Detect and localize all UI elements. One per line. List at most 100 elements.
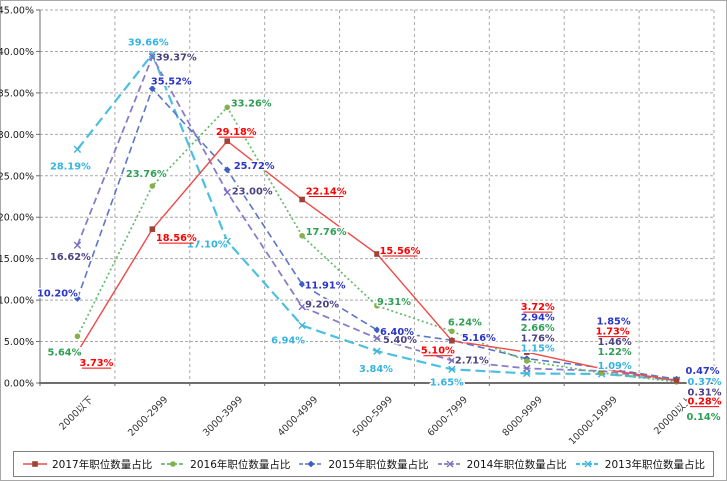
data-label: 5.10%: [421, 346, 455, 357]
data-label: 0.31%: [688, 387, 722, 398]
data-point-marker: [523, 364, 531, 373]
legend-item-series-2: 2015年职位数量占比: [298, 457, 429, 472]
data-point-marker: [373, 326, 381, 334]
data-label: 0.37%: [688, 377, 722, 388]
data-label: 6.40%: [380, 327, 414, 338]
y-tick-label: 30.00%: [0, 130, 34, 141]
data-point-marker: [149, 183, 156, 189]
data-point-marker: [448, 356, 456, 365]
data-label: 1.46%: [598, 337, 632, 348]
data-point-marker: [74, 333, 81, 340]
data-point-marker: [73, 145, 82, 154]
data-label: 18.56%: [156, 233, 197, 244]
data-point-marker: [299, 196, 305, 203]
y-axis-tick-labels: 0.00% 5.00% 10.00% 15.00% 20.00% 25.00% 30.00%…: [0, 6, 34, 390]
data-label: 1.76%: [521, 333, 555, 344]
data-label: 2.71%: [455, 356, 489, 367]
data-point-marker: [448, 365, 456, 374]
legend-label: 2013年职位数量占比: [604, 458, 706, 471]
series-line-0: [74, 138, 680, 384]
legend-marker-icon: [161, 461, 186, 467]
data-point-marker: [298, 321, 306, 330]
data-label: 17.10%: [187, 239, 228, 250]
data-point-marker: [223, 237, 231, 245]
legend-marker-icon: [299, 460, 324, 468]
data-label: 23.76%: [126, 169, 167, 180]
legend-label: 2016年职位数量占比: [190, 458, 291, 471]
data-point-marker: [148, 52, 157, 61]
data-label: 5.40%: [383, 335, 417, 346]
data-point-marker: [374, 251, 380, 257]
data-point-marker: [373, 334, 381, 342]
legend-marker-icon: [575, 460, 600, 468]
data-point-marker: [598, 370, 605, 376]
data-label: 1.22%: [598, 347, 632, 358]
legend-label: 2014年职位数量占比: [466, 458, 567, 471]
data-label: 5.64%: [47, 347, 81, 358]
data-point-marker: [74, 295, 81, 302]
data-point-marker: [224, 138, 231, 144]
y-tick-label: 20.00%: [0, 213, 34, 224]
data-point-marker: [148, 85, 156, 92]
data-point-marker: [298, 303, 306, 311]
series-data-labels-0: 3.73% 18.56% 29.18% 22.14% 15.56% 5.10% 3.72% 1…: [78, 126, 723, 410]
data-point-marker: [299, 232, 305, 239]
data-point-marker: [298, 280, 306, 288]
data-label: 39.66%: [128, 37, 169, 48]
data-label: 16.62%: [50, 252, 91, 263]
data-label: 6.94%: [271, 335, 305, 346]
y-tick-label: 35.00%: [0, 88, 34, 99]
y-tick-label: 10.00%: [0, 296, 34, 307]
data-label: 39.37%: [156, 53, 197, 64]
data-label: 10.20%: [37, 288, 78, 299]
data-label: 0.14%: [687, 412, 721, 423]
data-label: 6.24%: [448, 317, 482, 328]
legend-label: 2017年职位数量占比: [51, 458, 153, 471]
legend-marker-icon: [437, 460, 462, 468]
data-label: 23.00%: [232, 186, 273, 197]
data-label: 15.56%: [380, 246, 421, 257]
series-data-labels-4: 28.19%39.66%17.10%6.94%3.84%1.65%1.15%1.…: [49, 36, 724, 390]
series-data-labels-2: 10.20% 35.52% 25.72% 11.91% 6.40% 5.16% 2.94% 1…: [36, 75, 722, 379]
data-label: 17.76%: [306, 227, 347, 238]
data-point-marker: [373, 347, 381, 355]
data-label: 1.15%: [521, 343, 555, 354]
data-point-marker: [374, 303, 380, 309]
y-tick-label: 40.00%: [0, 47, 34, 58]
data-label: 11.91%: [305, 280, 346, 291]
legend-marker-icon: [22, 461, 47, 467]
data-label: 0.28%: [688, 397, 722, 408]
data-label: 9.20%: [305, 300, 339, 311]
data-point-marker: [673, 377, 680, 384]
data-label: 33.26%: [231, 98, 272, 109]
data-point-marker: [149, 226, 156, 232]
data-point-marker: [598, 365, 605, 372]
y-tick-label: 45.00%: [0, 6, 34, 17]
data-point-marker: [523, 349, 530, 355]
legend-item-series-3: 2014年职位数量占比: [437, 457, 567, 472]
data-label: 9.31%: [377, 297, 411, 308]
y-tick-label: 5.00%: [4, 337, 34, 348]
data-point-marker: [223, 166, 231, 174]
data-label: 2.66%: [521, 323, 555, 334]
data-label: 28.19%: [50, 161, 91, 172]
data-label: 1.09%: [598, 361, 632, 372]
data-label: 3.73%: [79, 358, 113, 369]
data-label: 5.16%: [462, 333, 496, 344]
data-point-marker: [449, 337, 455, 344]
data-label: 2.94%: [521, 313, 555, 324]
data-label: 1.65%: [430, 377, 464, 388]
data-label: 35.52%: [151, 77, 192, 88]
series-data-labels-3: 16.62%39.37%23.00%9.20%5.40%2.71%1.76% 1.…: [49, 51, 724, 400]
data-label: 25.72%: [234, 161, 275, 172]
y-tick-label: 25.00%: [0, 171, 34, 182]
data-label: 22.14%: [306, 186, 347, 197]
data-point-marker: [73, 241, 82, 249]
data-label: 1.73%: [596, 327, 630, 338]
data-point-marker: [74, 349, 81, 355]
legend-item-series-0: 2017年职位数量占比: [22, 457, 152, 472]
legend-item-series-1: 2016年职位数量占比: [160, 457, 290, 472]
data-point-marker: [449, 328, 455, 335]
